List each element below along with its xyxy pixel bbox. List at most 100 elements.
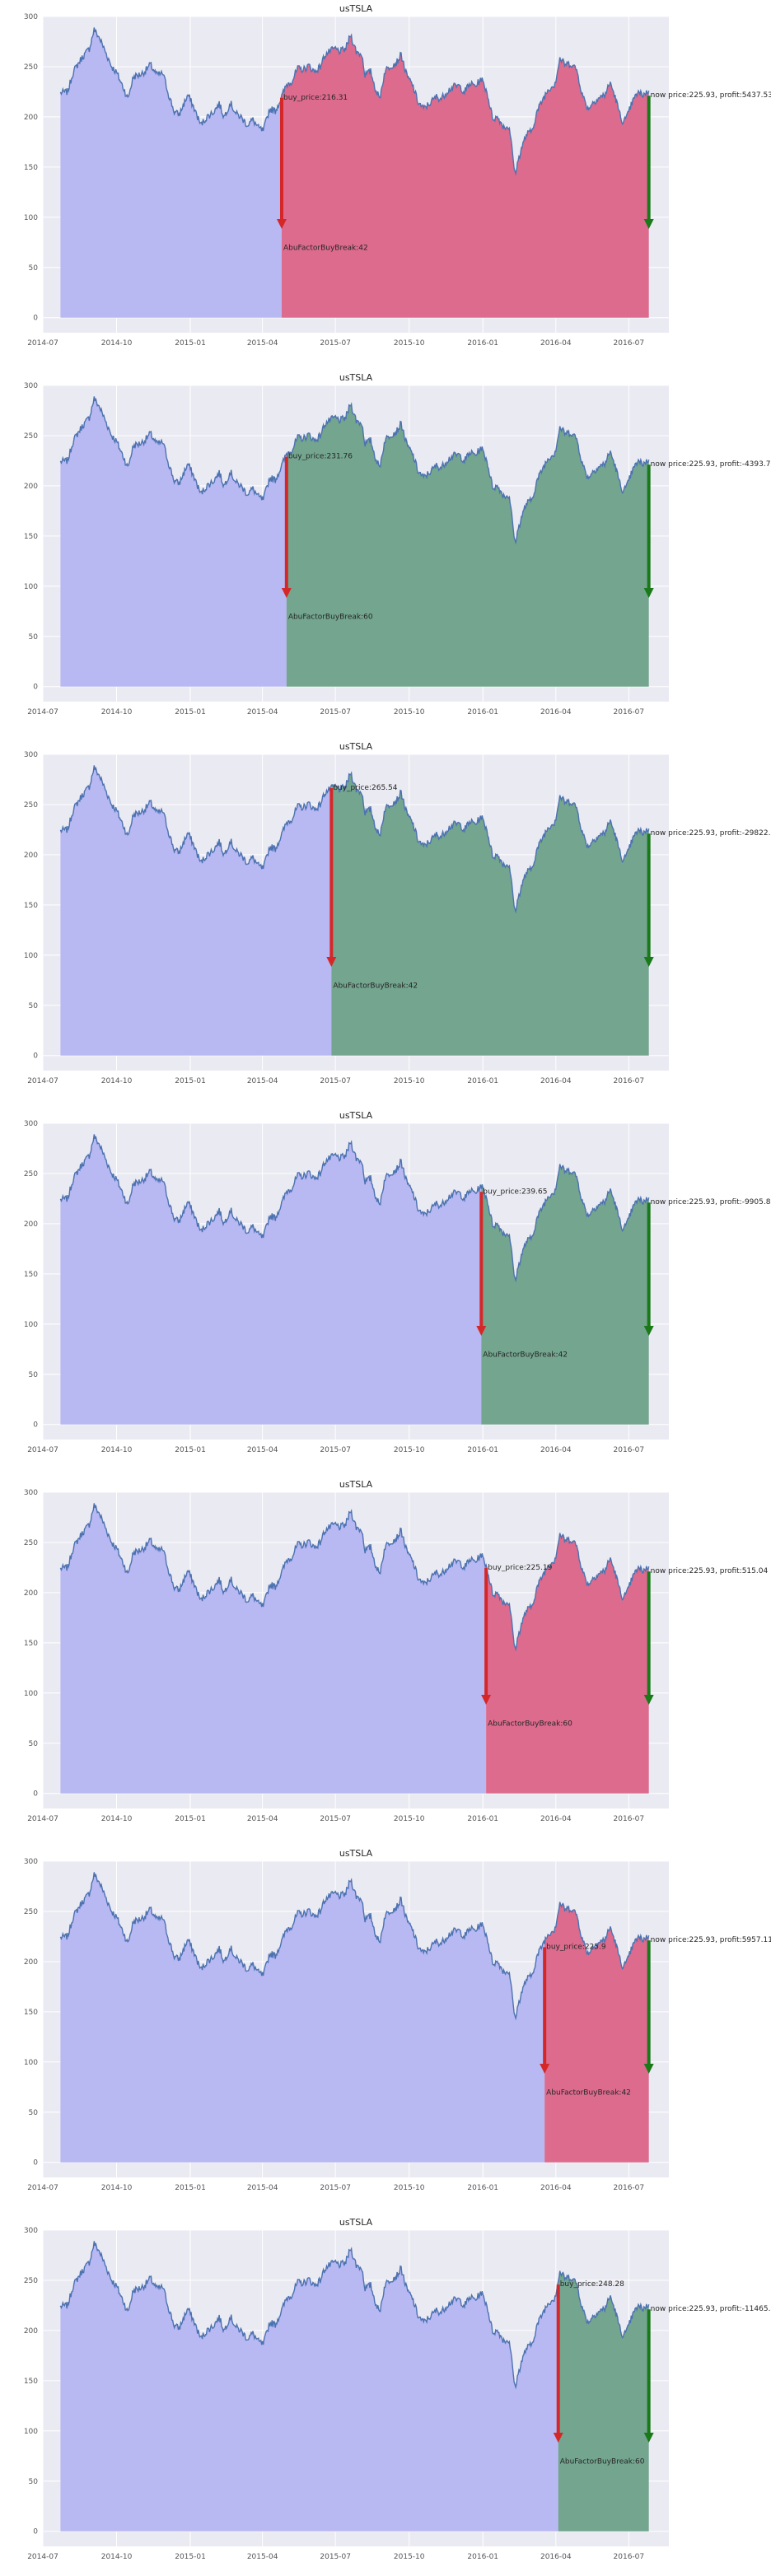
chart-panel: usTSLA 0 50 100 150 200 250 300 2014-07 2014-10 20… [0, 369, 771, 731]
chart-svg: usTSLA 0 50 100 150 200 250 300 2014-07 2014-10 20… [24, 741, 771, 1085]
x-tick-label: 2015-07 [320, 339, 351, 348]
x-tick-label: 2015-01 [175, 1446, 206, 1454]
chart-title: usTSLA [339, 1848, 373, 1859]
y-tick-label: 150 [24, 1271, 38, 1279]
factor-label: AbuFactorBuyBreak:60 [288, 613, 373, 621]
buy-price-label: buy_price:225.19 [488, 1564, 552, 1572]
sell-arrow [643, 464, 654, 598]
sell-price-label: now price:225.93, profit:5957.11 [651, 1936, 771, 1944]
y-tick-label: 50 [29, 1371, 39, 1379]
buy-arrow [553, 2284, 563, 2443]
chart-svg: usTSLA 0 50 100 150 200 250 300 2014-07 2014-10 20… [24, 2217, 771, 2561]
area-holding-period [486, 1533, 649, 1794]
chart-panel: usTSLA 0 50 100 150 200 250 300 2014-07 2014-10 20… [0, 738, 771, 1100]
area-holding-period [286, 404, 649, 687]
y-tick-label: 50 [29, 2109, 39, 2117]
x-tick-label: 2015-10 [394, 2553, 425, 2561]
x-tick-label: 2014-07 [27, 339, 58, 348]
x-tick-label: 2015-10 [394, 2184, 425, 2192]
x-tick-label: 2014-07 [27, 1815, 58, 1823]
y-tick-label: 100 [24, 583, 38, 591]
chart-panel: usTSLA 0 50 100 150 200 250 300 2014-07 2014-10 20… [0, 1845, 771, 2207]
sell-price-label: now price:225.93, profit:5437.53 [651, 91, 771, 100]
x-tick-label: 2016-04 [540, 1815, 572, 1823]
y-tick-label: 250 [24, 1539, 38, 1547]
y-tick-label: 100 [24, 2428, 38, 2436]
y-tick-label: 0 [33, 1421, 38, 1430]
y-tick-label: 150 [24, 1640, 38, 1648]
x-tick-label: 2014-07 [27, 1077, 58, 1085]
price-line [59, 396, 650, 545]
x-tick-label: 2015-04 [247, 1815, 278, 1823]
x-tick-label: 2015-10 [394, 708, 425, 716]
x-tick-label: 2014-07 [27, 2553, 58, 2561]
buy-price-label: buy_price:248.28 [560, 2280, 624, 2289]
factor-label: AbuFactorBuyBreak:42 [333, 982, 418, 990]
factor-label: AbuFactorBuyBreak:60 [488, 1720, 572, 1728]
y-tick-label: 200 [24, 1220, 38, 1229]
y-tick-label: 200 [24, 114, 38, 122]
x-tick-label: 2016-01 [467, 339, 498, 348]
sell-arrow [643, 2309, 654, 2443]
x-tick-label: 2016-04 [540, 2553, 572, 2561]
area-before-buy [60, 27, 282, 318]
buy-arrow [281, 456, 292, 598]
buy-arrow [481, 1567, 492, 1705]
x-tick-label: 2016-01 [467, 708, 498, 716]
price-line [59, 27, 650, 176]
y-tick-label: 50 [29, 1002, 39, 1010]
x-tick-label: 2015-04 [247, 708, 278, 716]
chart-title: usTSLA [339, 372, 373, 383]
price-line [59, 1134, 650, 1283]
area-before-buy [60, 396, 287, 687]
chart-panel: usTSLA 0 50 100 150 200 250 300 2014-07 2014-10 20… [0, 1107, 771, 1469]
price-line [59, 765, 650, 914]
x-tick-label: 2015-10 [394, 339, 425, 348]
y-tick-label: 250 [24, 801, 38, 810]
x-tick-label: 2015-04 [247, 2553, 278, 2561]
y-tick-label: 150 [24, 533, 38, 541]
y-tick-label: 50 [29, 1740, 39, 1748]
y-tick-label: 250 [24, 1908, 38, 1916]
y-tick-label: 300 [24, 1120, 38, 1128]
y-tick-label: 0 [33, 2159, 38, 2168]
x-tick-label: 2015-07 [320, 1815, 351, 1823]
x-tick-label: 2015-04 [247, 1077, 278, 1085]
chart-title: usTSLA [339, 2217, 373, 2228]
chart-panel: usTSLA 0 50 100 150 200 250 300 2014-07 2014-10 20… [0, 1476, 771, 1838]
x-tick-label: 2014-10 [101, 1446, 133, 1454]
x-tick-label: 2016-07 [614, 1077, 645, 1085]
area-before-buy [60, 1872, 545, 2163]
chart-svg: usTSLA 0 50 100 150 200 250 300 2014-07 2014-10 20… [24, 1110, 771, 1454]
x-tick-label: 2015-01 [175, 1077, 206, 1085]
factor-label: AbuFactorBuyBreak:42 [483, 1351, 568, 1359]
x-tick-label: 2016-04 [540, 339, 572, 348]
area-before-buy [60, 1134, 482, 1425]
x-tick-label: 2014-10 [101, 339, 133, 348]
x-tick-label: 2015-01 [175, 2184, 206, 2192]
x-tick-label: 2015-07 [320, 708, 351, 716]
x-tick-label: 2015-07 [320, 1077, 351, 1085]
x-tick-label: 2015-07 [320, 2184, 351, 2192]
buy-price-label: buy_price:231.76 [288, 452, 353, 460]
sell-arrow [643, 96, 654, 229]
y-tick-label: 100 [24, 952, 38, 960]
y-tick-label: 250 [24, 1170, 38, 1178]
y-tick-label: 300 [24, 751, 38, 759]
sell-price-label: now price:225.93, profit:-9905.84 [651, 1198, 771, 1206]
sell-price-label: now price:225.93, profit:-4393.75 [651, 460, 771, 469]
chart-svg: usTSLA 0 50 100 150 200 250 300 2014-07 2014-10 20… [24, 372, 771, 716]
y-tick-label: 0 [33, 684, 38, 692]
sell-arrow [643, 1571, 654, 1705]
buy-price-label: buy_price:216.31 [283, 94, 348, 102]
price-line [59, 1503, 650, 1652]
chart-svg: usTSLA 0 50 100 150 200 250 300 2014-07 2014-10 20… [24, 3, 771, 348]
sell-price-label: now price:225.93, profit:515.04 [651, 1567, 769, 1575]
x-tick-label: 2016-01 [467, 1446, 498, 1454]
y-tick-label: 300 [24, 1489, 38, 1497]
y-tick-label: 250 [24, 2277, 38, 2285]
x-tick-label: 2016-07 [614, 1446, 645, 1454]
x-tick-label: 2015-01 [175, 708, 206, 716]
x-tick-label: 2015-01 [175, 1815, 206, 1823]
area-holding-period [558, 2270, 649, 2532]
